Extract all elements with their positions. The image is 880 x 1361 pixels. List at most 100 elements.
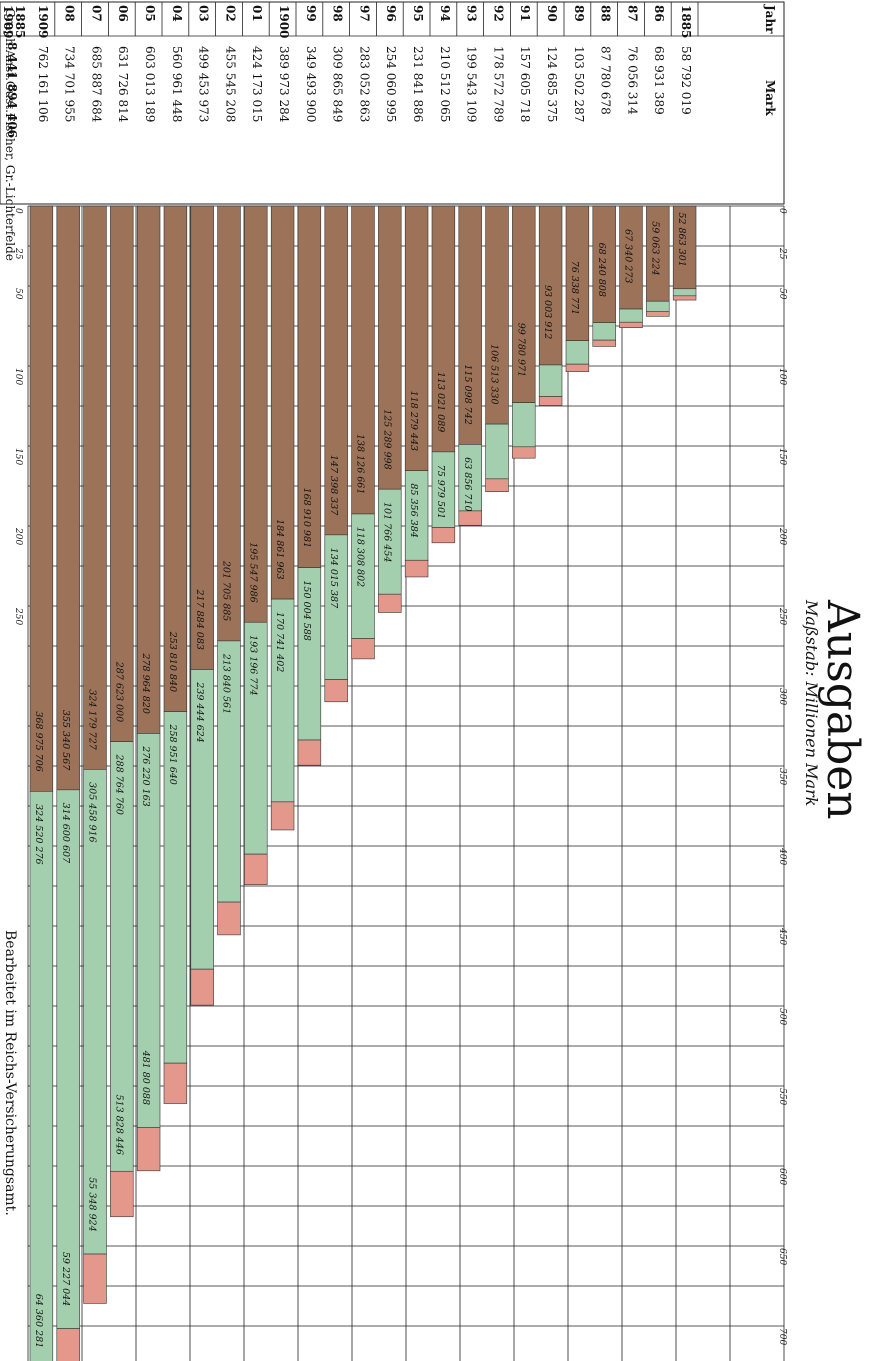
bar-90: 93 003 912 (538, 205, 563, 406)
bar-value-label: 55 348 924 (87, 1177, 98, 1231)
x-tick-label: 0 (777, 208, 787, 214)
x-tick-label-bottom: 250 (13, 607, 23, 625)
bar-value-label: 59 227 044 (60, 1252, 71, 1306)
x-tick-label: 700 (777, 1328, 787, 1345)
year-label: 98 (331, 5, 345, 22)
chart-subtitle: Maßstab: Millionen Mark (802, 599, 821, 806)
bar-03: 217 884 083 239 444 624 (190, 205, 214, 1006)
bar-value-label: 150 004 588 (301, 580, 312, 640)
year-total: 762 161 106 (36, 46, 50, 122)
bar-segment-verwaltung (458, 510, 482, 526)
bar-value-label: 168 910 981 (301, 488, 312, 548)
bar-segment-andere (646, 300, 670, 312)
bar-value-label: 134 015 387 (328, 548, 339, 609)
bar-04: 253 810 840 258 951 640 (163, 205, 188, 1104)
bar-segment-verwaltung (244, 853, 268, 885)
year-total: 389 973 284 (277, 46, 291, 123)
year-total: 157 605 718 (518, 46, 532, 122)
x-tick-label: 550 (777, 1088, 787, 1105)
bar-value-label: 93 003 912 (542, 285, 553, 339)
bar-89: 76 338 771 (565, 205, 590, 372)
bar-05: 278 964 820 276 220 163 481 80 088 (136, 205, 161, 1172)
cumulative-total-value: 8 441 894 406 (5, 42, 19, 138)
year-total: 631 726 814 (116, 46, 130, 123)
year-total: 231 841 886 (411, 46, 425, 122)
year-label: 97 (357, 5, 371, 22)
bar-segment-andere (538, 364, 563, 397)
bar-01: 195 547 986 193 196 774 (244, 205, 268, 885)
year-total: 76 056 314 (625, 46, 639, 115)
bar-segment-andere (592, 322, 616, 341)
x-tick-label: 150 (777, 448, 787, 465)
bar-value-label: 184 861 963 (274, 519, 285, 579)
bar-98: 147 398 337 134 015 387 (324, 205, 348, 703)
year-total: 58 792 019 (679, 46, 693, 115)
x-tick-label: 100 (777, 368, 787, 385)
bar-segment-verwaltung (431, 527, 456, 544)
year-total: 349 493 900 (304, 46, 318, 122)
year-total: 103 502 287 (572, 46, 586, 122)
bar-segment-verwaltung (565, 363, 590, 372)
x-tick-label: 450 (777, 927, 787, 945)
year-label: 1900 (277, 5, 291, 38)
bar-value-label: 64 360 281 (33, 1294, 44, 1348)
year-label: 86 (652, 5, 666, 22)
bar-value-label: 481 80 088 (140, 1050, 151, 1105)
bar-value-label: 355 340 567 (60, 710, 71, 771)
bar-value-label: 193 196 774 (247, 635, 258, 695)
bar-value-label: 324 179 727 (87, 689, 98, 750)
bar-segment-andere (56, 789, 80, 1329)
bar-value-label: 288 764 760 (113, 754, 124, 815)
x-tick-label: 500 (777, 1008, 787, 1025)
bar-06: 287 623 000 288 764 760 513 828 446 (110, 205, 134, 1218)
x-tick-label: 300 (777, 688, 787, 705)
bar-value-label: 113 021 089 (435, 372, 446, 432)
x-tick-label: 350 (777, 768, 787, 785)
bar-91: 99 780 971 (512, 205, 536, 459)
bar-segment-verwaltung (646, 311, 670, 317)
bar-segment-verwaltung (619, 321, 643, 328)
x-tick-label: 50 (777, 288, 787, 300)
x-tick-label: 650 (777, 1248, 787, 1265)
bar-93: 115 098 742 63 856 710 (458, 205, 482, 526)
year-label: 88 (599, 5, 613, 22)
x-tick-label-bottom: 50 (13, 288, 23, 300)
bar-segment-kranken (83, 205, 107, 770)
bar-value-label: 106 513 330 (489, 344, 500, 404)
bar-segment-verwaltung (190, 968, 214, 1006)
bar-value-label: 115 098 742 (462, 364, 473, 424)
year-label: 02 (223, 5, 237, 22)
year-label: 89 (572, 5, 586, 22)
year-label: 91 (518, 5, 532, 22)
year-label: 03 (197, 5, 211, 22)
bar-segment-kranken (56, 205, 80, 791)
year-total: 685 887 684 (89, 46, 103, 123)
bar-value-label: 213 840 561 (221, 653, 232, 714)
bar-86: 59 063 224 (646, 205, 670, 317)
bar-value-label: 125 289 998 (381, 409, 392, 469)
bar-value-label: 276 220 163 (140, 745, 151, 806)
bar-value-label: 147 398 337 (328, 455, 339, 516)
bar-segment-andere (512, 402, 536, 448)
table-frame (0, 1, 785, 205)
totals-table: Jahr Mark 1885 58 792 019 86 68 931 389 87 76 0… (0, 1, 785, 205)
bar-94: 113 021 089 75 979 501 (431, 205, 456, 544)
year-label: 04 (170, 5, 184, 22)
bar-segment-verwaltung (672, 295, 697, 301)
bar-segment-verwaltung (378, 593, 402, 613)
bar-segment-andere (672, 288, 697, 297)
footer-left: Graph.Anst.Gust.Fischer, Gr.-Lichterfeld… (3, 8, 17, 261)
x-tick-label-bottom: 100 (13, 368, 23, 385)
bar-value-label: 76 338 771 (569, 261, 580, 315)
bar-value-label: 59 063 224 (649, 221, 660, 275)
bar-value-label: 368 975 706 (33, 711, 44, 771)
bar-value-label: 239 444 624 (194, 681, 205, 742)
bar-segment-verwaltung (512, 446, 536, 459)
bar-96: 125 289 998 101 766 454 (378, 205, 402, 613)
bar-segment-verwaltung (56, 1328, 80, 1361)
bar-segment-verwaltung (217, 901, 241, 936)
bar-value-label: 201 705 885 (221, 560, 232, 621)
bar-value-label: 52 863 301 (676, 212, 687, 266)
